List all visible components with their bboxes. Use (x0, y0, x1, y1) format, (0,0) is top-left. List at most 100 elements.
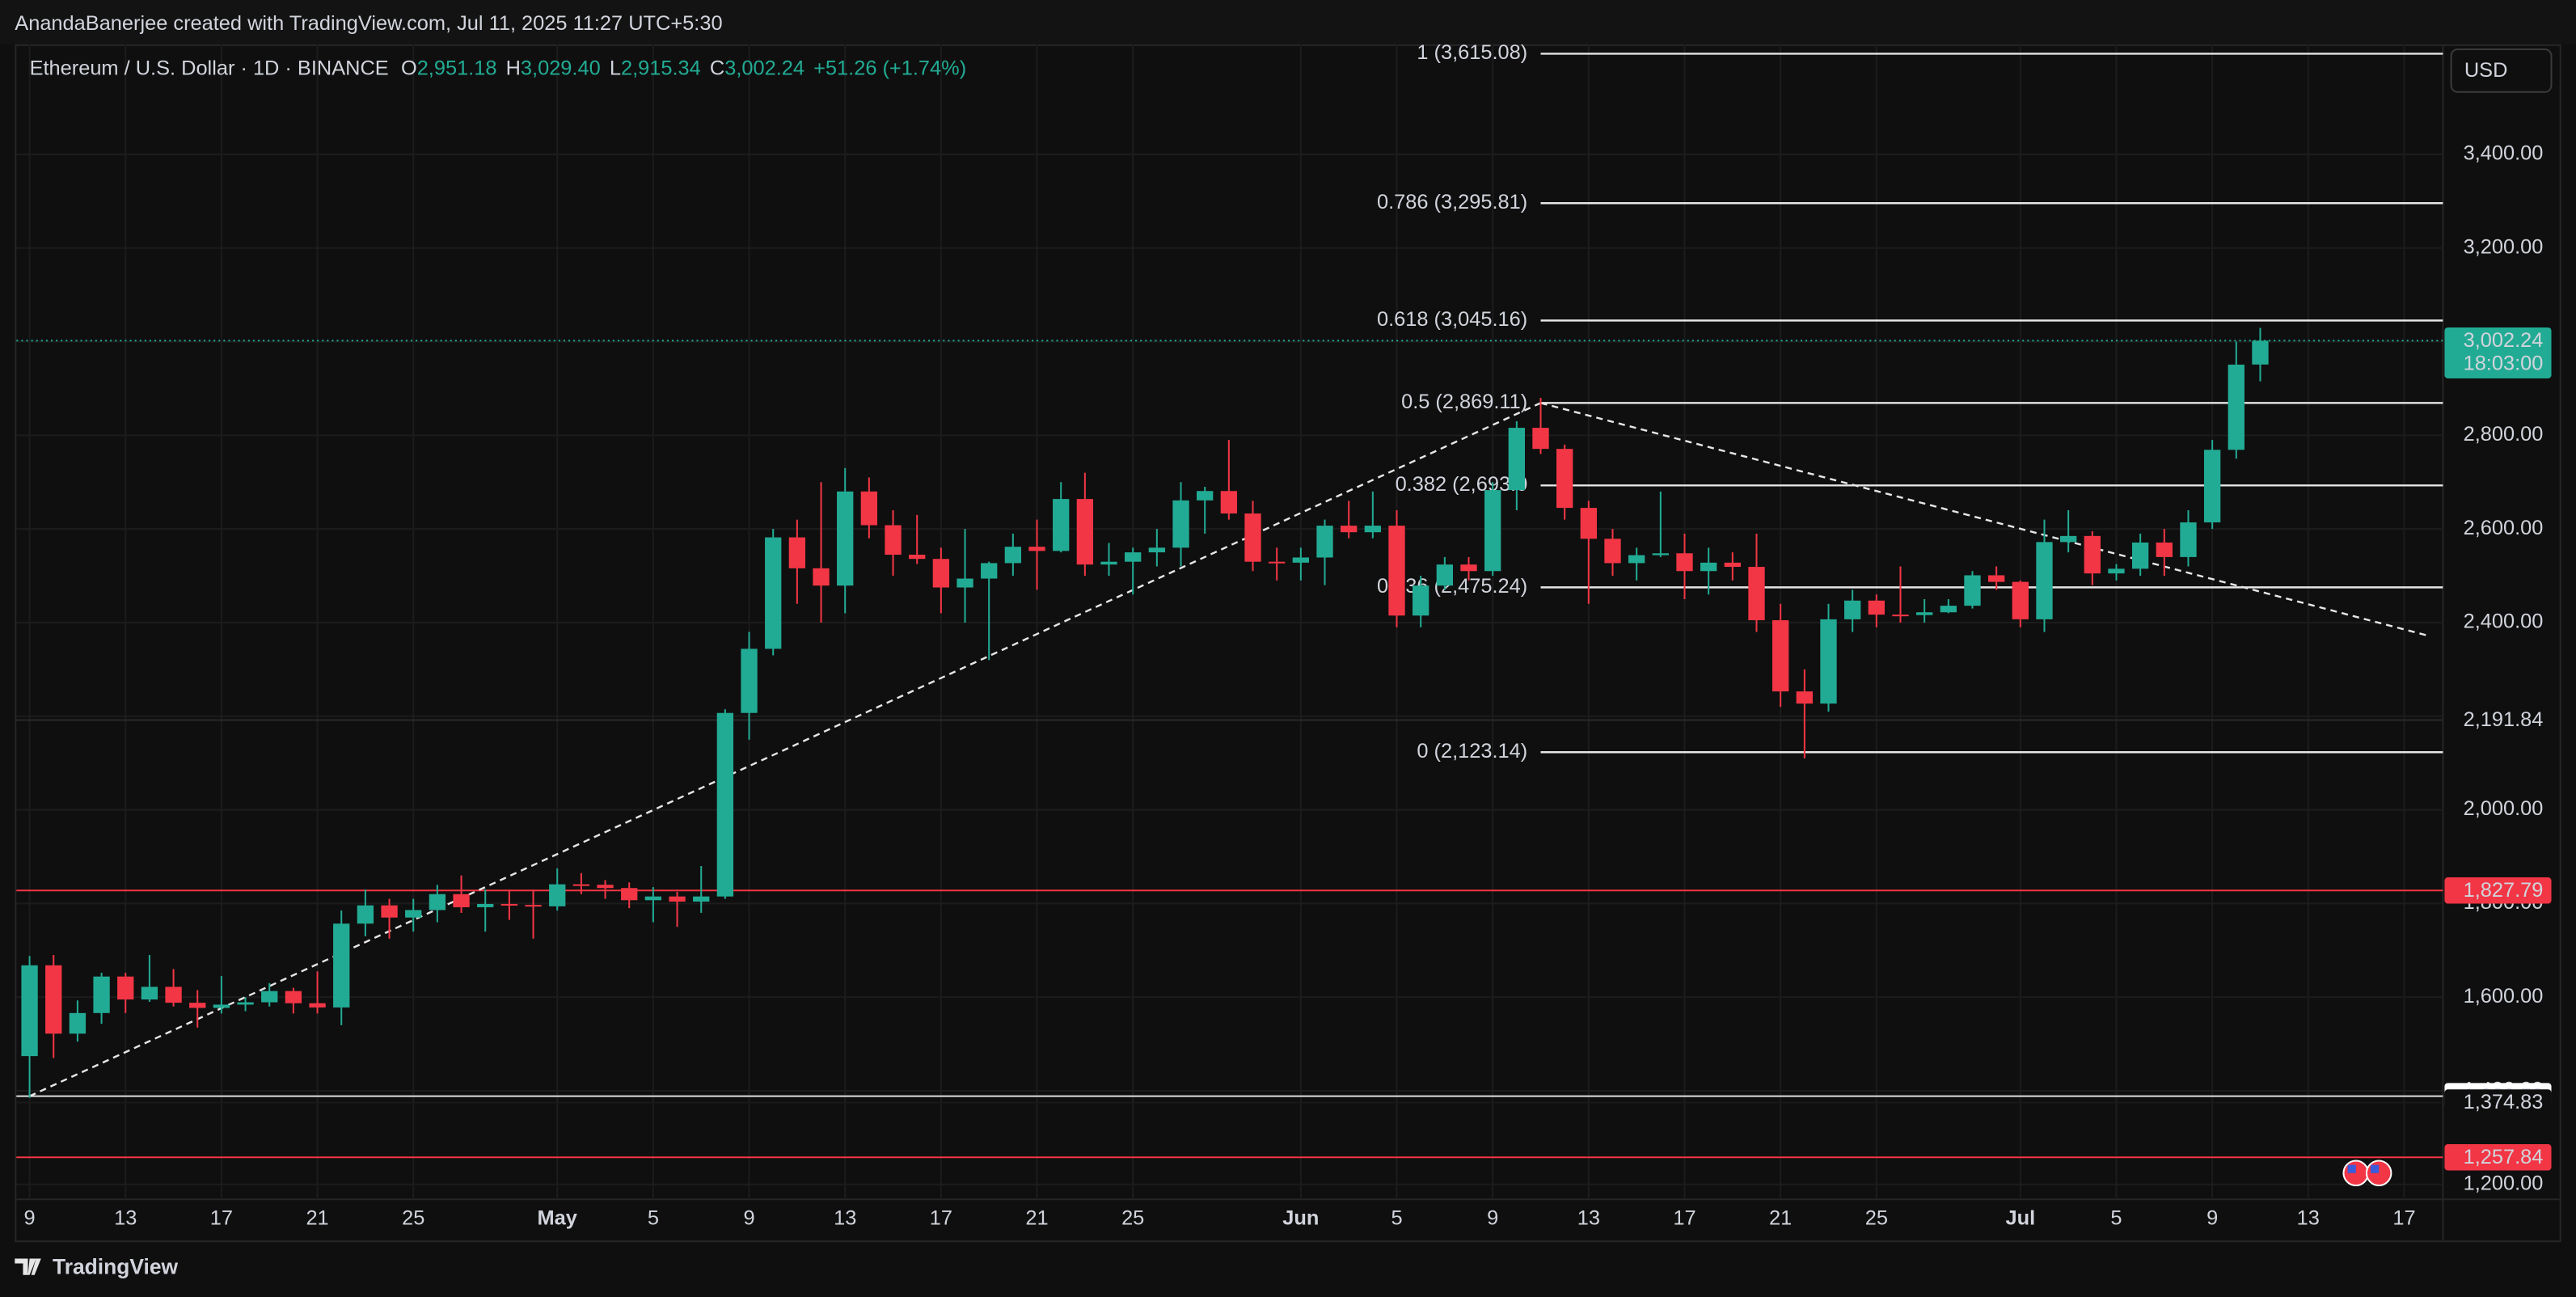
candle-body (932, 559, 950, 588)
legend: Ethereum / U.S. Dollar · 1D · BINANCE O2… (30, 57, 967, 79)
x-tick-label: 17 (210, 1206, 233, 1229)
x-tick-label: 9 (743, 1206, 754, 1229)
symbol-title: Ethereum / U.S. Dollar · 1D · BINANCE (30, 57, 389, 79)
candle-body (1772, 620, 1789, 692)
legend-key: C (710, 57, 724, 79)
brand-name: TradingView (53, 1255, 179, 1279)
legend-key: L (610, 57, 621, 79)
trendline (1540, 402, 2429, 637)
y-tick-label: 2,400.00 (2464, 610, 2544, 633)
flag-part (2371, 1164, 2380, 1173)
candle-body (1125, 552, 1142, 562)
x-tick-label: 17 (1673, 1206, 1696, 1229)
candle-body (885, 525, 902, 555)
candle-body (597, 885, 614, 889)
candle-body (261, 991, 278, 1003)
candle-body (2252, 340, 2269, 365)
candle-body (1148, 547, 1166, 553)
fib-label: 0.786 (3,295.81) (1377, 191, 1527, 213)
price-label: 1,374.83 (2464, 1091, 2544, 1113)
y-tick-label: 2,600.00 (2464, 517, 2544, 539)
candle-body (1004, 547, 1022, 564)
x-tick-label: 21 (1025, 1206, 1048, 1229)
x-tick-label: 9 (2206, 1206, 2218, 1229)
candle-body (1028, 547, 1045, 551)
candle-body (1796, 691, 1813, 704)
candle-body (405, 910, 422, 918)
x-tick-label: Jul (2005, 1206, 2035, 1229)
price-label-box (2444, 1089, 2552, 1116)
candle-body (2203, 450, 2221, 523)
currency-button[interactable] (2450, 48, 2553, 93)
candle-body (1940, 606, 1957, 613)
candle-body (1460, 564, 1477, 572)
candle-body (285, 991, 302, 1003)
price-label: 2,191.84 (2464, 708, 2544, 731)
last-price-label: 3,002.24 (2464, 329, 2544, 352)
candle-body (716, 712, 734, 897)
fib-label: 1 (3,615.08) (1417, 41, 1527, 64)
x-tick-label: 21 (1769, 1206, 1792, 1229)
candle-body (1892, 615, 1909, 617)
candle-body (1724, 562, 1741, 568)
currency-label[interactable]: USD (2464, 59, 2508, 82)
candle-body (333, 923, 350, 1008)
candle-body (1604, 539, 1621, 564)
watermark: AnandaBanerjee created with TradingView.… (15, 12, 722, 35)
x-tick-label: Jun (1282, 1206, 1319, 1229)
candle-body (1172, 500, 1189, 548)
candle-body (1628, 555, 1645, 564)
x-tick-label: 25 (1865, 1206, 1888, 1229)
labels: 1,200.001,400.001,600.001,800.002,000.00… (24, 142, 2552, 1229)
candle-body (2012, 581, 2029, 619)
candle-body (1700, 562, 1717, 572)
candle-body (741, 648, 758, 713)
y-tick-label: 3,400.00 (2464, 142, 2544, 165)
candle-body (1100, 561, 1117, 565)
flag-part (2347, 1164, 2356, 1173)
y-tick-label: 1,600.00 (2464, 985, 2544, 1008)
candle-body (1868, 600, 1885, 615)
x-tick-label: 5 (1391, 1206, 1402, 1229)
fib-label: 0.618 (3,045.16) (1377, 308, 1527, 331)
legend-key: H (506, 57, 521, 79)
candle-body (1843, 600, 1861, 619)
candle-body (1197, 491, 1214, 501)
candle-body (2108, 568, 2125, 574)
x-tick-label: 5 (2110, 1206, 2122, 1229)
x-tick-label: 13 (834, 1206, 856, 1229)
candle-body (1244, 513, 1261, 562)
trendline (29, 402, 1542, 1097)
candle-body (669, 896, 686, 902)
candle-body (1364, 526, 1382, 533)
candle-body (2084, 535, 2101, 574)
candle-body (1484, 490, 1501, 572)
candle-body (381, 905, 398, 918)
candle-body (1580, 508, 1597, 539)
y-tick-label: 3,200.00 (2464, 235, 2544, 258)
y-tick-label: 2,800.00 (2464, 423, 2544, 446)
candle-body (357, 905, 374, 924)
price-label-box (2444, 707, 2552, 733)
candle-body (1316, 526, 1333, 558)
candle-body (189, 1003, 206, 1008)
candle-body (1436, 564, 1454, 586)
legend-key: O (401, 57, 417, 79)
candle-body (141, 986, 158, 1000)
candle-body (1964, 575, 1981, 606)
candle-body (1508, 428, 1525, 491)
candle-body (2131, 542, 2149, 569)
candle-body (860, 491, 878, 526)
candle-body (1388, 526, 1405, 616)
top-bar (0, 0, 2576, 44)
candle-body (693, 896, 710, 902)
event-flags (2342, 1160, 2392, 1187)
candle-body (93, 976, 110, 1013)
candle-body (956, 578, 973, 588)
candle-body (981, 563, 998, 579)
x-tick-label: 25 (402, 1206, 424, 1229)
y-tick-label: 2,000.00 (2464, 797, 2544, 820)
candle-body (500, 903, 518, 906)
candle-body (165, 986, 182, 1003)
x-tick-label: 13 (114, 1206, 137, 1229)
